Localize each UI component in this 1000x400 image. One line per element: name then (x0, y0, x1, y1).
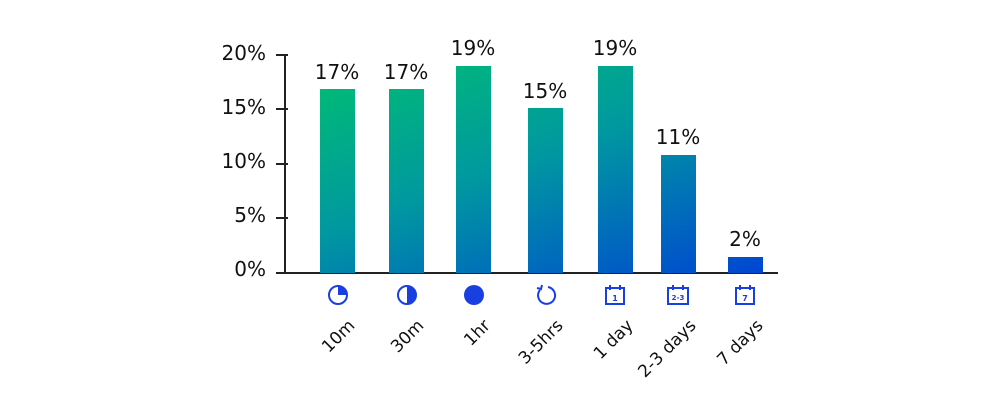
value-label: 19% (450, 36, 496, 60)
y-tick-label: 0% (234, 257, 266, 281)
refresh-cycle-icon (536, 284, 557, 305)
bar-7-days (728, 257, 763, 273)
bar-1-day (598, 66, 633, 273)
svg-text:2-3: 2-3 (672, 294, 685, 302)
bar-1hr (456, 66, 491, 273)
value-label: 15% (522, 79, 568, 103)
bar-3-5hrs (528, 108, 563, 273)
y-tick (276, 163, 288, 165)
x-category-label: 3-5hrs (514, 315, 568, 369)
x-category-label: 1 day (589, 315, 638, 364)
clock-half-icon (397, 285, 417, 305)
value-label: 11% (655, 125, 701, 149)
calendar-1-icon: 1 (605, 285, 625, 305)
y-tick (276, 272, 288, 274)
clock-quarter-icon (328, 285, 348, 305)
x-category-label: 1hr (460, 315, 496, 351)
bar-2-3-days (661, 155, 696, 273)
y-tick-label: 15% (221, 95, 266, 119)
value-label: 17% (314, 60, 360, 84)
y-tick-label: 20% (221, 41, 266, 65)
value-label: 19% (592, 36, 638, 60)
x-axis (284, 272, 778, 274)
x-category-label: 2-3 days (634, 315, 701, 382)
y-tick-label: 10% (221, 149, 266, 173)
svg-text:1: 1 (612, 294, 618, 303)
x-category-label: 7 days (713, 315, 768, 370)
x-category-label: 10m (317, 315, 360, 358)
clock-full-icon (464, 285, 484, 305)
y-tick (276, 54, 288, 56)
bar-30m (389, 89, 424, 273)
y-tick (276, 108, 288, 110)
y-tick-label: 5% (234, 203, 266, 227)
value-label: 2% (729, 227, 761, 251)
value-label: 17% (383, 60, 429, 84)
svg-text:7: 7 (742, 294, 748, 303)
calendar-7-icon: 7 (735, 285, 755, 305)
y-tick (276, 217, 288, 219)
bar-10m (320, 89, 355, 273)
x-category-label: 30m (386, 315, 429, 358)
calendar-2-3-icon: 2-3 (667, 285, 689, 305)
